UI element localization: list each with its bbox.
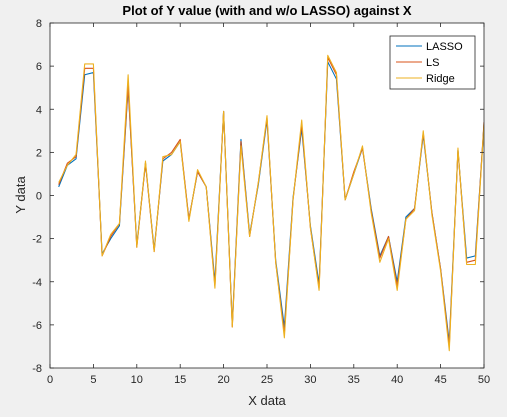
y-tick-label: -2 <box>32 234 42 246</box>
x-tick-label: 20 <box>217 374 229 386</box>
x-tick-label: 40 <box>391 374 403 386</box>
y-tick-label: -8 <box>32 363 42 375</box>
x-tick-label: 45 <box>434 374 446 386</box>
ticks-layer: 0 5 10 15 20 25 30 35 40 45 50 -8 -6 -4 -2 0 2 4 6 8 <box>32 18 490 386</box>
y-tick-label: -4 <box>32 277 42 289</box>
x-tick-label: 30 <box>304 374 316 386</box>
x-tick-label: 25 <box>261 374 273 386</box>
series-layer <box>58 54 484 352</box>
y-tick-label: 0 <box>36 191 42 203</box>
x-tick-label: 5 <box>90 374 96 386</box>
legend-label-ls: LS <box>426 57 439 69</box>
y-axis-title: Y data <box>13 176 28 214</box>
x-tick-label: 50 <box>478 374 490 386</box>
series-line-ridge <box>58 54 484 352</box>
y-tick-label: 8 <box>36 18 42 30</box>
y-tick-label: 4 <box>36 104 42 116</box>
x-tick-label: 35 <box>348 374 360 386</box>
y-tick-label: 2 <box>36 147 42 159</box>
legend: LASSO LS Ridge <box>389 35 476 90</box>
y-tick-label: 6 <box>36 61 42 73</box>
x-tick-label: 15 <box>174 374 186 386</box>
chart-title: Plot of Y value (with and w/o LASSO) aga… <box>122 3 411 18</box>
x-axis-title: X data <box>248 393 286 408</box>
legend-label-lasso: LASSO <box>426 41 463 53</box>
legend-label-ridge: Ridge <box>426 73 455 85</box>
x-tick-label: 0 <box>47 374 53 386</box>
y-tick-label: -6 <box>32 320 42 332</box>
x-tick-label: 10 <box>131 374 143 386</box>
